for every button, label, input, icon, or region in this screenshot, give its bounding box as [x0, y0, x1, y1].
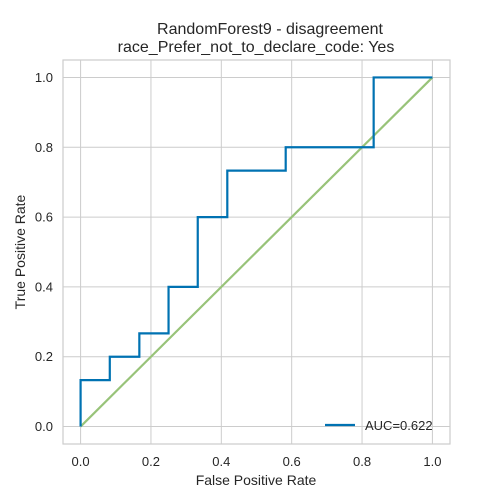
chart-title-line-1: RandomForest9 - disagreement — [157, 21, 383, 38]
y-axis-label: True Positive Rate — [12, 194, 28, 309]
x-tick-label-5: 1.0 — [423, 454, 441, 469]
y-tick-label-2: 0.4 — [35, 279, 53, 294]
y-tick-label-4: 0.8 — [35, 140, 53, 155]
series-lines — [79, 76, 434, 428]
x-tick-label-4: 0.8 — [353, 454, 371, 469]
y-tick-label-5: 1.0 — [35, 70, 53, 85]
x-tick-label-1: 0.2 — [142, 454, 160, 469]
y-tick-labels: 0.0 0.2 0.4 0.6 0.8 1.0 — [35, 70, 53, 434]
x-axis-label: False Positive Rate — [196, 472, 317, 488]
legend-label-series-1: AUC=0.622 — [365, 418, 433, 433]
y-tick-label-1: 0.2 — [35, 349, 53, 364]
x-tick-labels: 0.0 0.2 0.4 0.6 0.8 1.0 — [72, 454, 442, 469]
x-tick-label-2: 0.4 — [212, 454, 230, 469]
roc-curve-line — [79, 76, 433, 427]
chart-title-line-2: race_Prefer_not_to_declare_code: Yes — [118, 39, 395, 56]
x-tick-label-3: 0.6 — [283, 454, 301, 469]
x-tick-label-0: 0.0 — [72, 454, 90, 469]
legend: AUC=0.622 — [325, 418, 433, 433]
y-tick-label-3: 0.6 — [35, 210, 53, 225]
y-tick-label-0: 0.0 — [35, 419, 53, 434]
